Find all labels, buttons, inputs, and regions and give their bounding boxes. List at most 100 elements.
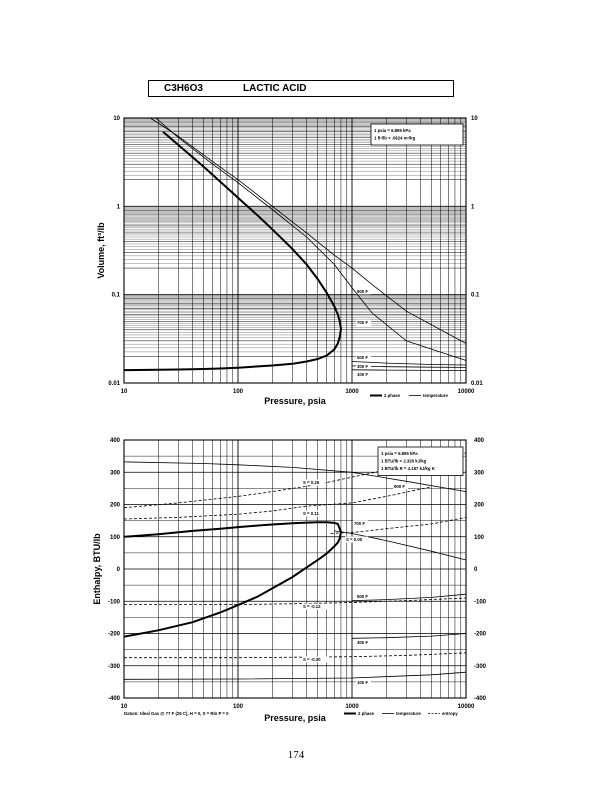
series-label-bg <box>302 656 328 663</box>
legend-label: temperature <box>423 393 448 398</box>
conversion-text: 1 BTU/lb R = 4.187 kJ/kg K <box>381 466 436 471</box>
y-tick-label-left: -100 <box>108 599 121 605</box>
series-label: 500 F <box>357 355 368 360</box>
y-tick-label-left: 200 <box>110 503 121 509</box>
y-axis-label: Enthalpy, BTU/lb <box>92 533 102 605</box>
x-tick-label: 1000 <box>345 704 359 710</box>
series-label: S = -0.30 <box>303 657 321 662</box>
y-tick-label-left: 300 <box>110 470 121 476</box>
series-label: 300 F <box>357 364 368 369</box>
entropy-curve <box>330 517 467 534</box>
series-label-bg <box>356 593 371 600</box>
y-tick-label-right: -400 <box>474 696 487 702</box>
datum-footnote: Datum: Ideal Gas @ 77 F (25 C), H = 0, S… <box>124 711 229 716</box>
series-label: S = 0.25 <box>303 480 320 485</box>
y-tick-label-right: 100 <box>474 535 485 541</box>
x-axis-label: Pressure, psia <box>264 396 327 406</box>
plot-frame <box>123 439 467 699</box>
series-label-bg <box>302 510 325 517</box>
x-tick-label: 10000 <box>458 704 475 710</box>
entropy-curve <box>123 486 432 520</box>
series-label-bg <box>393 483 408 490</box>
series-label: S = -0.12 <box>303 604 321 609</box>
series-label-bg <box>353 520 368 527</box>
y-tick-label-right: -200 <box>474 632 487 638</box>
y-tick-label-left: 0.01 <box>108 381 120 387</box>
series-label-bg <box>302 603 328 610</box>
series-label: 900 F <box>357 289 368 294</box>
chart-title-box: C3H6O3 LACTIC ACID <box>148 80 454 97</box>
two-phase-curve <box>123 521 343 638</box>
y-axis-label: Volume, ft³/lb <box>96 222 106 279</box>
temperature-curve <box>123 461 467 492</box>
series-label: S = 0.00 <box>346 537 363 542</box>
temperature-curve <box>123 671 467 680</box>
y-tick-label-right: 1 <box>471 204 475 210</box>
series-label: 100 F <box>357 680 368 685</box>
temperature-curve <box>351 593 467 601</box>
series-label: 100 F <box>357 372 368 377</box>
series-label-bg <box>345 536 368 543</box>
series-label-bg <box>356 319 371 326</box>
entropy-curve <box>124 597 467 605</box>
y-tick-label-left: 10 <box>113 116 120 122</box>
series-label-bg <box>356 639 371 646</box>
two-phase-curve <box>123 130 343 372</box>
series-label: S = 0.11 <box>303 511 319 516</box>
series-label: 700 F <box>354 521 365 526</box>
entropy-curve <box>124 652 467 659</box>
y-tick-label-left: 1 <box>117 204 121 210</box>
y-tick-label-right: 0.01 <box>471 381 483 387</box>
y-tick-label-left: 400 <box>110 438 121 444</box>
temperature-curve <box>334 530 467 561</box>
y-tick-label-left: 100 <box>110 535 121 541</box>
y-tick-label-right: -100 <box>474 599 487 605</box>
series-label-bg <box>302 479 325 486</box>
temperature-curve <box>351 633 467 639</box>
conversion-text: 1 ft³/lb = .0624 m³/kg <box>374 136 416 141</box>
series-label-bg <box>356 354 371 361</box>
temperature-curve <box>351 361 467 366</box>
x-tick-label: 10000 <box>458 389 475 395</box>
legend-label: 2 phase <box>358 711 375 716</box>
y-tick-label-right: 10 <box>471 116 478 122</box>
y-tick-label-left: 0 <box>117 567 121 573</box>
series-label-bg <box>356 371 371 378</box>
y-tick-label-left: -200 <box>108 632 121 638</box>
series-label-bg <box>356 679 371 686</box>
y-tick-label-right: 0.1 <box>471 293 480 299</box>
x-tick-label: 1000 <box>345 389 359 395</box>
x-tick-label: 100 <box>233 389 244 395</box>
y-tick-label-right: 400 <box>474 438 485 444</box>
y-tick-label-right: 0 <box>474 567 478 573</box>
y-tick-label-right: -300 <box>474 664 487 670</box>
legend-label: entropy <box>442 711 458 716</box>
plot-frame <box>123 117 467 384</box>
conversion-box <box>370 123 464 146</box>
temperature-curve <box>351 369 467 371</box>
y-tick-label-right: 300 <box>474 470 485 476</box>
y-tick-label-right: 200 <box>474 503 485 509</box>
series-label: 300 F <box>357 640 368 645</box>
x-tick-label: 10 <box>121 704 128 710</box>
series-label-bg <box>356 363 371 370</box>
temperature-curve <box>150 117 467 344</box>
conversion-text: 1 BTU/lb = 2.326 kJ/kg <box>381 459 427 464</box>
legend-label: 2 phase <box>384 393 401 398</box>
y-tick-label-left: 0,1 <box>112 293 121 299</box>
temperature-curve <box>155 117 467 361</box>
series-label: 700 F <box>357 320 368 325</box>
conversion-text: 1 psia = 6.895 kPa <box>374 128 411 133</box>
conversion-text: 1 psia = 6.895 kPa <box>381 451 418 456</box>
x-tick-label: 100 <box>233 704 244 710</box>
series-label-bg <box>356 288 371 295</box>
conversion-box <box>377 446 464 476</box>
legend-label: temperature <box>396 711 421 716</box>
page-number: 174 <box>287 749 305 761</box>
x-axis-label: Pressure, psia <box>264 713 327 723</box>
chemical-formula: C3H6O3 <box>164 83 203 94</box>
y-tick-label-left: -300 <box>108 664 121 670</box>
chemical-name: LACTIC ACID <box>243 83 307 94</box>
y-tick-label-left: -400 <box>108 696 121 702</box>
